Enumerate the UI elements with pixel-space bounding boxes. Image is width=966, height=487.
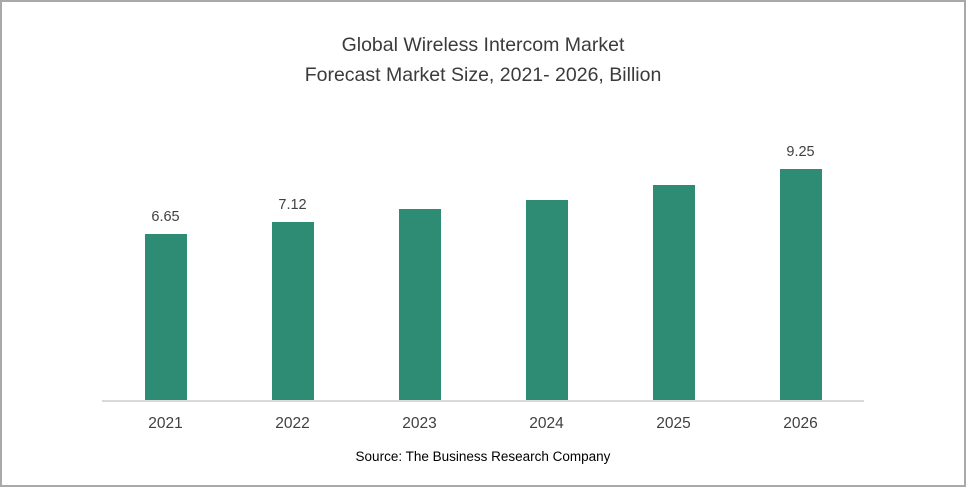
x-axis-labels: 2021 2022 2023 2024 2025 2026 [102,402,864,433]
bar-slot-2024 [483,130,610,401]
x-axis-label-2024: 2024 [529,415,564,433]
plot-area: 6.65 7.12 9.25 [102,130,864,403]
bar-slot-2021: 6.65 [102,130,229,401]
bar-2023 [398,209,441,401]
bar-value-label-2022: 7.12 [278,197,307,214]
bar-2025 [652,185,695,401]
bar-2026 [779,169,822,401]
chart-title: Global Wireless Intercom Market Forecast… [2,30,964,90]
x-axis-label-2022: 2022 [275,415,310,433]
bar-slot-2026: 9.25 [737,130,864,401]
source-caption: Source: The Business Research Company [355,449,611,465]
bar-value-label-2026: 9.25 [786,144,815,161]
bar-value-label-2021: 6.65 [151,209,180,226]
x-axis-label-2025: 2025 [656,415,691,433]
x-axis-label-2023: 2023 [402,415,437,433]
chart-title-line1: Global Wireless Intercom Market [341,34,625,56]
bar-2021 [144,234,187,401]
bar-slot-2022: 7.12 [229,130,356,401]
bar-2022 [271,222,314,401]
bar-slot-2023 [356,130,483,401]
bar-2024 [525,200,568,401]
bar-slot-2025 [610,130,737,401]
chart-title-line2: Forecast Market Size, 2021- 2026, Billio… [304,64,662,87]
x-axis-label-2026: 2026 [783,415,818,433]
x-axis-label-2021: 2021 [148,415,183,433]
